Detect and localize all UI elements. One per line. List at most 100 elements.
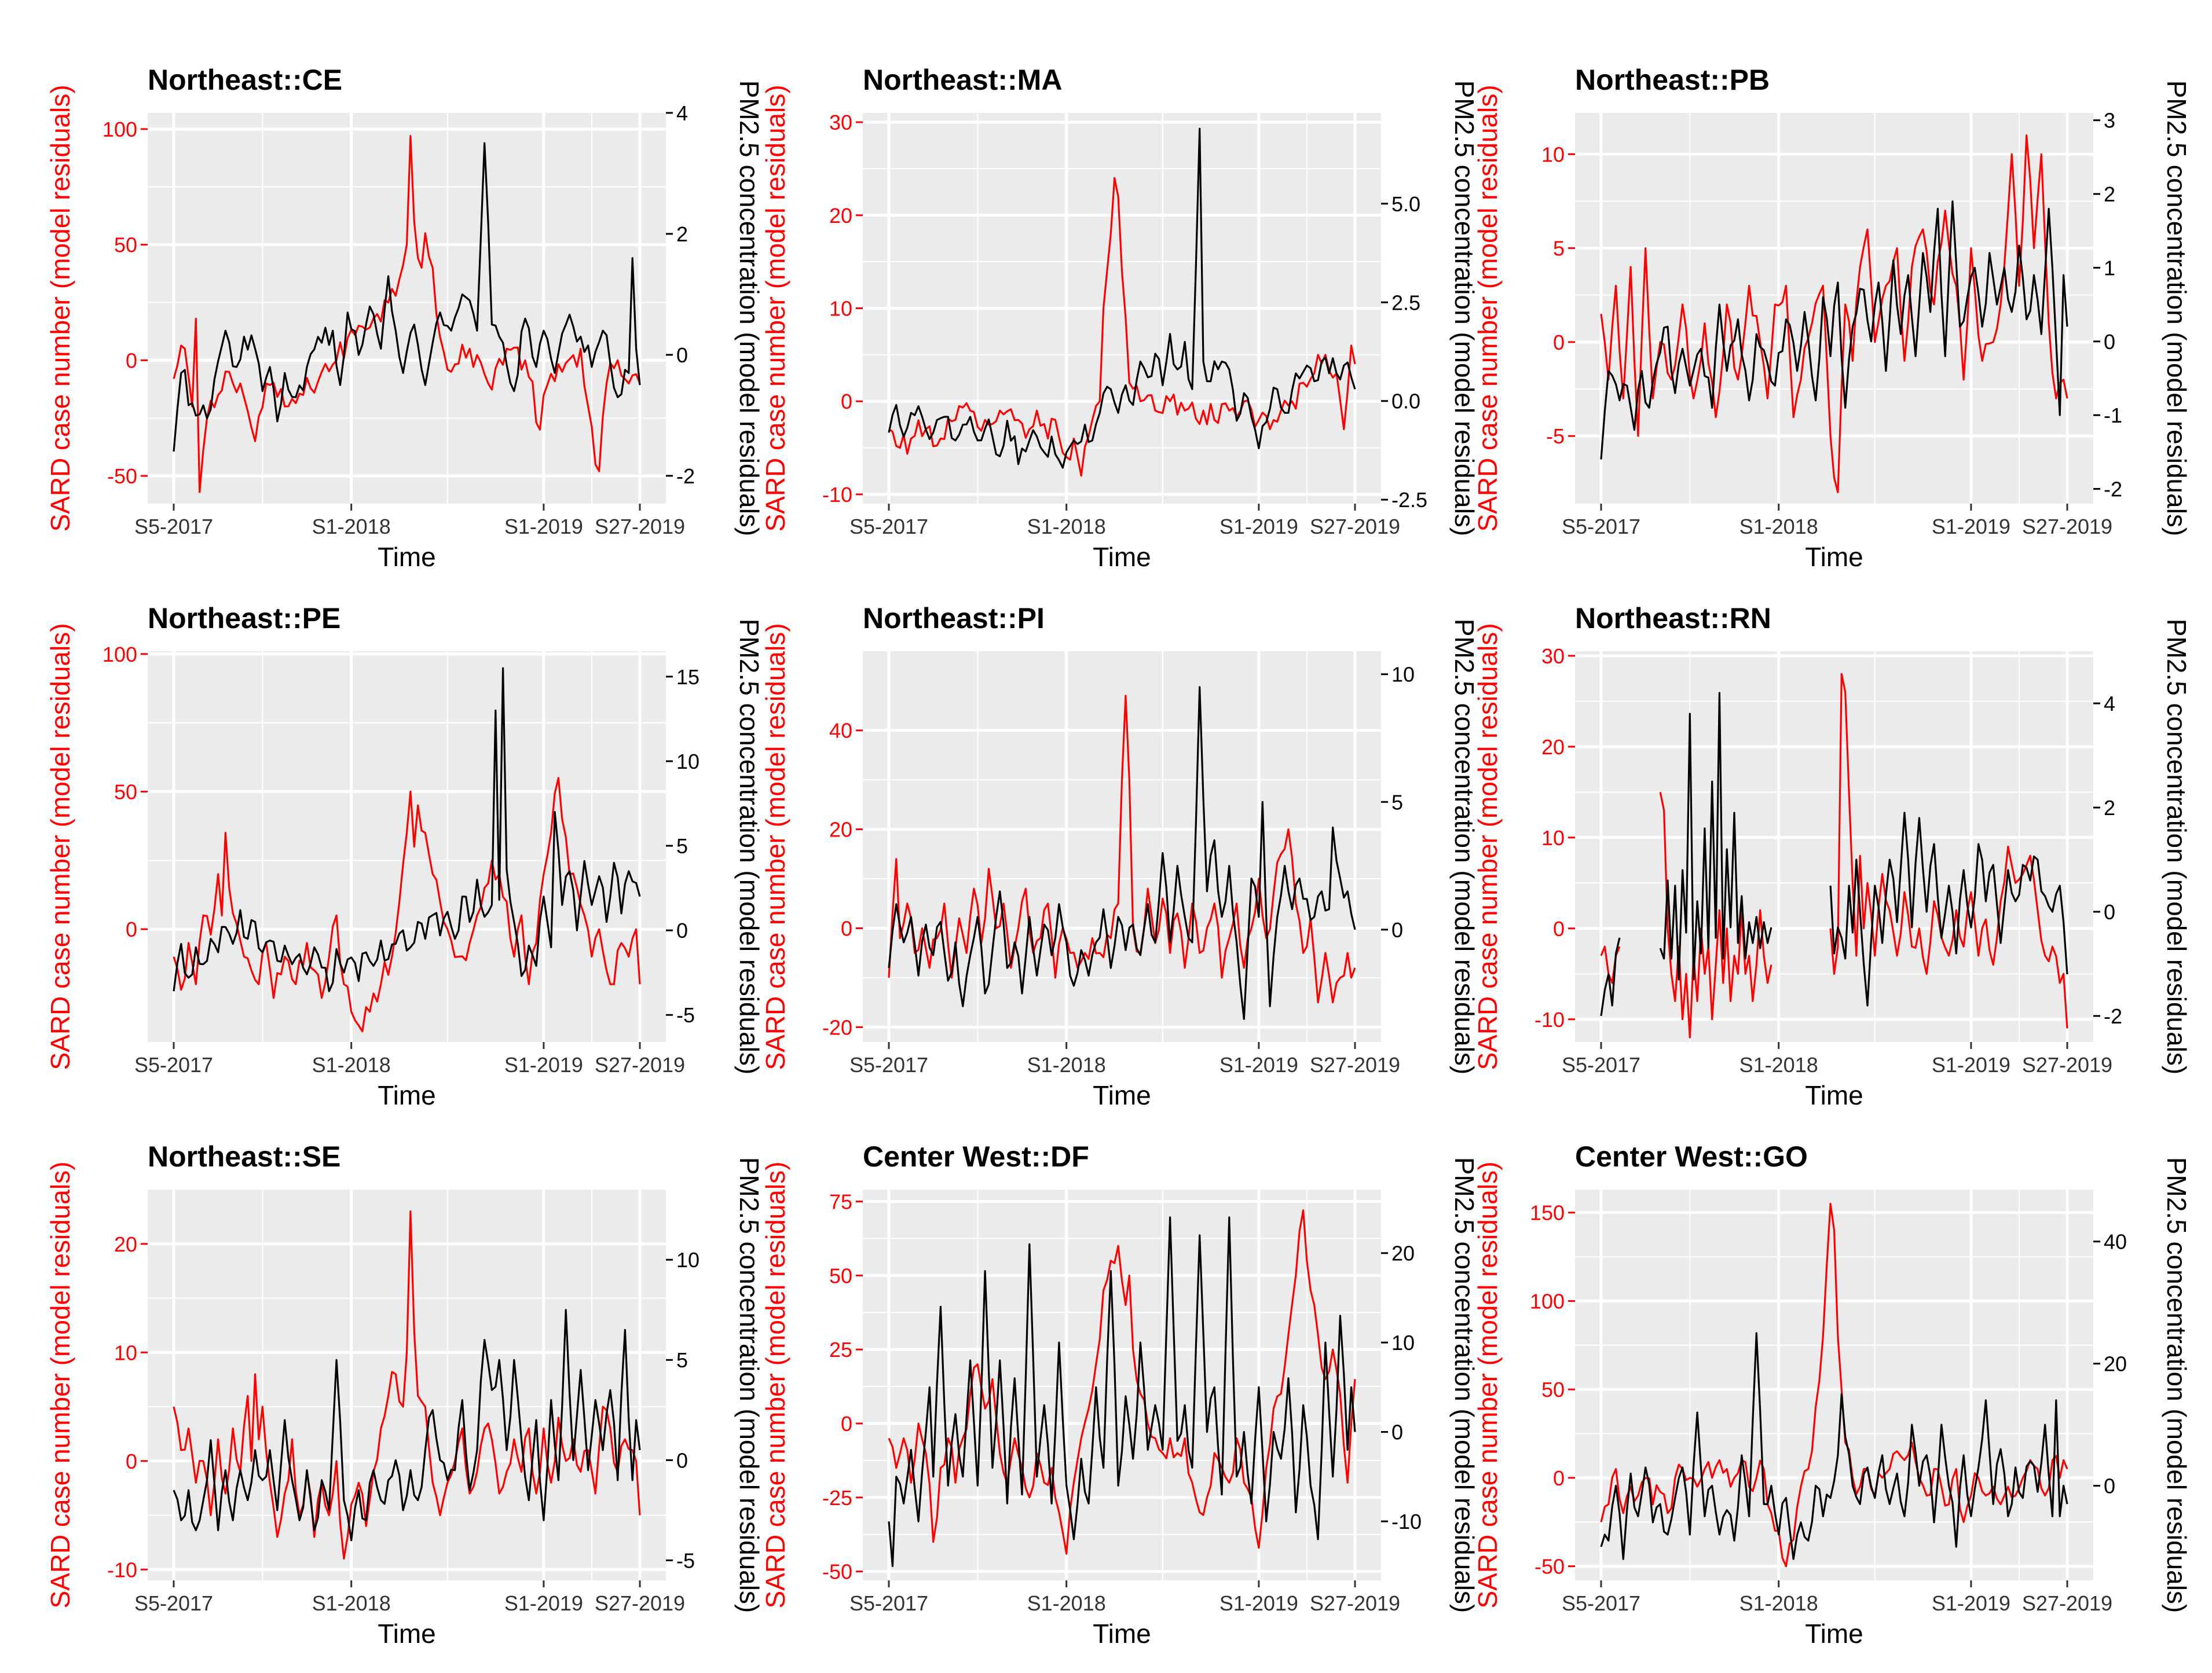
y-left-tick-label: -10	[1535, 1008, 1565, 1032]
y-right-tick-label: 2.5	[1391, 291, 1420, 314]
panel-center-west-go: -50 0 50 100 150 0 20 40 S5-2017 S1-2018 S1-2019 S2…	[1473, 1140, 2192, 1649]
pm25-series-line	[173, 667, 641, 992]
y-left-tick-label: 100	[1530, 1289, 1565, 1313]
x-tick-label: S5-2017	[1562, 515, 1640, 538]
panel-northeast-rn: -10 0 10 20 30 -2 0 2 4 S5-2017 S1-2018 S1-2019 S27-…	[1473, 602, 2192, 1110]
pm25-series-line	[1600, 1332, 2068, 1560]
x-tick-label: S1-2018	[1027, 1591, 1106, 1615]
y-left-tick-label: 50	[114, 780, 137, 804]
x-tick-label: S1-2018	[1027, 515, 1106, 538]
sard-series-line	[1829, 673, 2068, 1029]
y-right-tick-label: 1	[2104, 256, 2115, 280]
x-tick-label: S5-2017	[849, 1591, 928, 1615]
x-tick-label: S1-2019	[504, 515, 583, 538]
y-right-tick-label: 0	[676, 1448, 688, 1472]
pm25-series-line	[1659, 692, 1772, 981]
x-tick-label: S27-2019	[595, 515, 685, 538]
y-right-tick-label: 3	[2104, 109, 2115, 133]
y-right-axis-title: PM2.5 concentration (model residuals)	[2162, 619, 2192, 1074]
y-left-tick-label: 0	[1553, 1466, 1565, 1490]
y-left-tick-label: 0	[126, 348, 137, 372]
y-right-tick-label: 10	[1391, 663, 1415, 687]
x-axis-title: Time	[1093, 542, 1151, 572]
x-tick-label: S1-2018	[312, 1591, 391, 1615]
plot-background	[1575, 651, 2093, 1042]
x-tick-label: S1-2019	[1219, 1053, 1298, 1077]
sard-series-line	[888, 177, 1356, 477]
y-left-tick-label: 40	[829, 719, 852, 743]
x-tick-label: S1-2019	[1932, 1591, 2010, 1615]
pm25-series-line	[173, 1309, 641, 1542]
plot-background	[148, 113, 666, 504]
y-right-tick-label: -2	[2104, 1004, 2122, 1028]
y-right-tick-label: 5	[676, 1348, 688, 1372]
y-left-tick-label: -50	[107, 464, 137, 488]
y-right-tick-label: 0	[2104, 330, 2115, 354]
y-left-tick-label: 100	[102, 643, 137, 666]
y-right-tick-label: 0.0	[1391, 390, 1420, 413]
y-left-tick-label: -10	[822, 483, 852, 507]
panel-title: Northeast::CE	[148, 64, 342, 96]
y-right-tick-label: 2	[2104, 182, 2115, 206]
y-right-tick-label: 20	[1391, 1242, 1415, 1265]
y-right-axis-title: PM2.5 concentration (model residuals)	[2162, 1157, 2192, 1613]
x-tick-label: S5-2017	[849, 1053, 928, 1077]
y-left-tick-label: 50	[1541, 1378, 1565, 1401]
panel-title: Northeast::PB	[1575, 64, 1770, 96]
y-left-tick-label: 5	[1553, 237, 1565, 261]
x-axis-title: Time	[378, 542, 436, 572]
y-left-axis-title: SARD case number (model residuals)	[760, 1161, 790, 1608]
x-tick-label: S1-2019	[504, 1591, 583, 1615]
y-left-tick-label: 75	[829, 1190, 852, 1213]
sard-series-line	[173, 135, 641, 493]
panel-title: Northeast::MA	[863, 64, 1062, 96]
y-right-tick-label: 0	[2104, 900, 2115, 924]
panel-title: Center West::DF	[863, 1140, 1089, 1173]
y-left-tick-label: -20	[822, 1015, 852, 1039]
x-axis-title: Time	[1093, 1619, 1151, 1649]
y-right-axis-title: PM2.5 concentration (model residuals)	[734, 619, 764, 1074]
y-left-axis-title: SARD case number (model residuals)	[1473, 85, 1503, 531]
y-left-tick-label: 20	[114, 1232, 137, 1256]
y-left-tick-label: 0	[126, 918, 137, 941]
pm25-series-line	[888, 1216, 1356, 1567]
y-left-axis-title: SARD case number (model residuals)	[45, 85, 75, 531]
y-left-axis-title: SARD case number (model residuals)	[1473, 623, 1503, 1070]
sard-series-line	[1659, 791, 1772, 1039]
y-right-tick-label: 5	[1391, 790, 1403, 814]
x-tick-label: S1-2018	[1739, 515, 1818, 538]
y-right-tick-label: 0	[1391, 918, 1403, 942]
y-right-tick-label: 5	[676, 834, 688, 858]
y-left-axis-title: SARD case number (model residuals)	[760, 85, 790, 531]
y-left-axis-title: SARD case number (model residuals)	[45, 1161, 75, 1608]
sard-series-line	[1600, 1202, 2068, 1568]
y-left-tick-label: 30	[829, 111, 852, 134]
y-right-tick-label: 0	[676, 343, 688, 367]
x-tick-label: S1-2018	[1739, 1591, 1818, 1615]
plot-background	[148, 1190, 666, 1580]
plot-background	[863, 651, 1381, 1042]
x-tick-label: S27-2019	[2022, 1591, 2112, 1615]
x-tick-label: S27-2019	[595, 1053, 685, 1077]
y-right-axis-title: PM2.5 concentration (model residuals)	[1449, 619, 1479, 1074]
y-right-axis-title: PM2.5 concentration (model residuals)	[1449, 1157, 1479, 1613]
y-left-tick-label: -50	[822, 1560, 852, 1584]
x-tick-label: S5-2017	[134, 515, 213, 538]
x-tick-label: S1-2018	[1027, 1053, 1106, 1077]
x-tick-label: S27-2019	[1310, 1053, 1400, 1077]
y-right-tick-label: -1	[2104, 403, 2122, 427]
y-left-tick-label: -25	[822, 1486, 852, 1510]
y-left-tick-label: 20	[829, 204, 852, 228]
x-axis-title: Time	[1805, 1080, 1863, 1110]
y-right-tick-label: 2	[2104, 796, 2115, 820]
y-left-axis-title: SARD case number (model residuals)	[760, 623, 790, 1070]
y-right-tick-label: -2	[676, 464, 695, 488]
x-tick-label: S27-2019	[595, 1591, 685, 1615]
y-left-tick-label: -5	[1546, 424, 1565, 448]
y-right-axis-title: PM2.5 concentration (model residuals)	[734, 80, 764, 536]
y-left-tick-label: 30	[1541, 644, 1565, 668]
y-right-tick-label: 4	[2104, 692, 2115, 716]
panel-northeast-ma: -10 0 10 20 30 -2.5 0.0 2.5 5.0 S5-2017 S1-2018 S1-…	[760, 64, 1479, 572]
y-left-tick-label: 10	[1541, 826, 1565, 850]
x-axis-title: Time	[378, 1080, 436, 1110]
